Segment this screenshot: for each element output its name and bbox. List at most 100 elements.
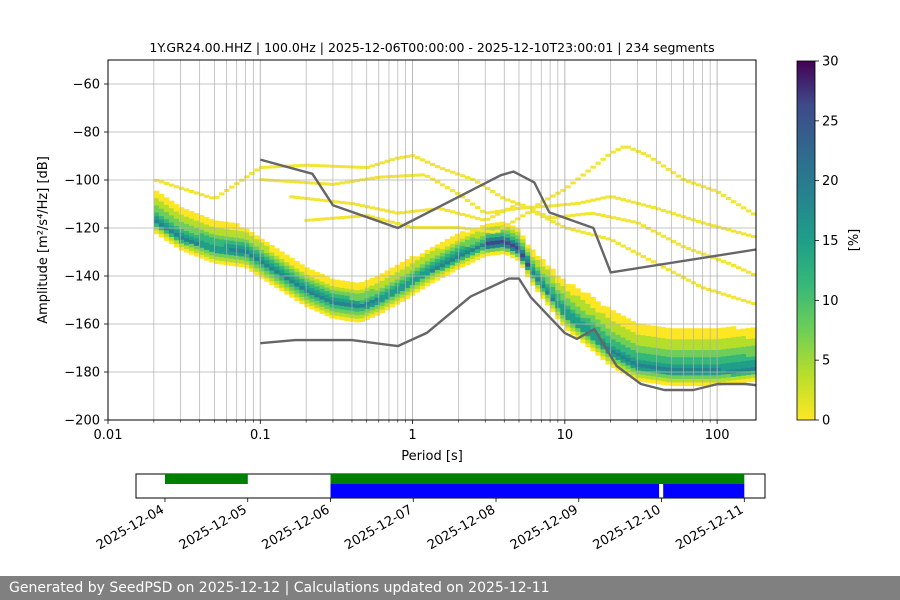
heatmap-cell [600, 334, 606, 339]
heatmap-cell [204, 217, 210, 221]
heatmap-cell [439, 248, 446, 253]
heatmap-cell [725, 362, 732, 367]
heatmap-cell [720, 359, 727, 364]
heatmap-cell [695, 353, 702, 358]
heatmap-cell [570, 316, 576, 321]
heatmap-cell [264, 256, 270, 261]
heatmap-cell [745, 338, 752, 343]
heatmap-cell [454, 255, 461, 260]
heatmap-cell [264, 165, 270, 169]
heatmap-cell [700, 342, 707, 347]
heatmap-cell [740, 353, 747, 358]
heatmap-cell [449, 236, 456, 241]
heatmap-cell [193, 231, 200, 236]
heatmap-cell [369, 292, 376, 297]
heatmap-cell [570, 287, 576, 292]
heatmap-cell [229, 262, 235, 266]
heatmap-cell [565, 287, 571, 292]
heatmap-cell [344, 317, 350, 321]
heatmap-cell [199, 254, 205, 259]
heatmap-cell [178, 210, 185, 215]
heatmap-cell [374, 162, 381, 166]
heatmap-cell [279, 179, 285, 183]
heatmap-cell [585, 307, 591, 312]
heatmap-cell [404, 262, 411, 267]
heatmap-cell [309, 283, 315, 288]
heatmap-cell [294, 164, 300, 168]
heatmap-cell [334, 182, 340, 186]
heatmap-cell [469, 229, 476, 234]
heatmap-cell [158, 233, 165, 238]
heatmap-cell [605, 317, 611, 322]
heatmap-cell [424, 271, 431, 276]
heatmap-cell [595, 337, 601, 342]
heatmap-cell [429, 275, 436, 280]
heatmap-cell [740, 342, 747, 347]
heatmap-cell [650, 350, 657, 355]
heatmap-cell [735, 361, 742, 366]
heatmap-cell [715, 346, 722, 350]
heatmap-cell [454, 172, 461, 176]
heatmap-cell [414, 226, 421, 230]
heatmap-cell [575, 201, 581, 205]
heatmap-cell [434, 251, 441, 256]
heatmap-cell [339, 283, 345, 288]
heatmap-cell [610, 321, 616, 325]
heatmap-cell [374, 297, 381, 302]
heatmap-cell [439, 167, 446, 171]
heatmap-cell [219, 224, 225, 229]
heatmap-cell [389, 274, 396, 279]
heatmap-cell [625, 365, 631, 370]
psd-heatmap [153, 145, 757, 387]
heatmap-cell [364, 315, 371, 320]
heatmap-cell [715, 378, 722, 383]
heatmap-cell [188, 218, 195, 223]
heatmap-cell [183, 219, 190, 224]
heatmap-cell [750, 345, 757, 350]
heatmap-cell [665, 356, 672, 361]
heatmap-cell [675, 382, 682, 387]
heatmap-cell [394, 275, 401, 280]
heatmap-cell [590, 165, 596, 169]
heatmap-cell [640, 349, 647, 354]
heatmap-cell [605, 331, 611, 336]
heatmap-cell [520, 256, 526, 261]
heatmap-cell [329, 303, 335, 308]
heatmap-cell [625, 361, 631, 366]
noise-model-low [260, 277, 757, 392]
heatmap-cell [204, 253, 210, 257]
heatmap-cell [419, 267, 426, 272]
heatmap-cell [510, 205, 516, 209]
heatmap-cell [219, 235, 225, 240]
heatmap-cell [153, 215, 160, 220]
heatmap-cell [439, 256, 446, 261]
heatmap-cell [530, 249, 536, 254]
heatmap-cell [515, 245, 521, 250]
heatmap-cell [183, 248, 190, 253]
heatmap-cell [650, 229, 657, 233]
heatmap-cell [600, 348, 606, 353]
heatmap-cell [289, 279, 295, 284]
heatmap-cell [670, 339, 677, 343]
heatmap-cell [640, 360, 647, 365]
heatmap-cell [580, 299, 586, 304]
heatmap-cell [163, 208, 170, 213]
heatmap-cell [469, 233, 476, 238]
heatmap-cell [369, 295, 376, 300]
heatmap-cell [209, 233, 215, 238]
heatmap-cell [660, 208, 667, 212]
heatmap-cell [369, 288, 376, 293]
heatmap-cell [279, 280, 285, 285]
heatmap-cell [620, 351, 626, 356]
heatmap-cell [480, 232, 486, 237]
heatmap-cell [379, 276, 386, 281]
heatmap-cell [660, 355, 667, 360]
heatmap-cell [500, 243, 506, 248]
heatmap-cell [474, 234, 481, 239]
heatmap-cell [565, 327, 571, 331]
heatmap-cell [469, 244, 476, 249]
heatmap-cell [675, 375, 682, 379]
heatmap-cell [730, 326, 737, 331]
heatmap-cell [449, 189, 456, 193]
